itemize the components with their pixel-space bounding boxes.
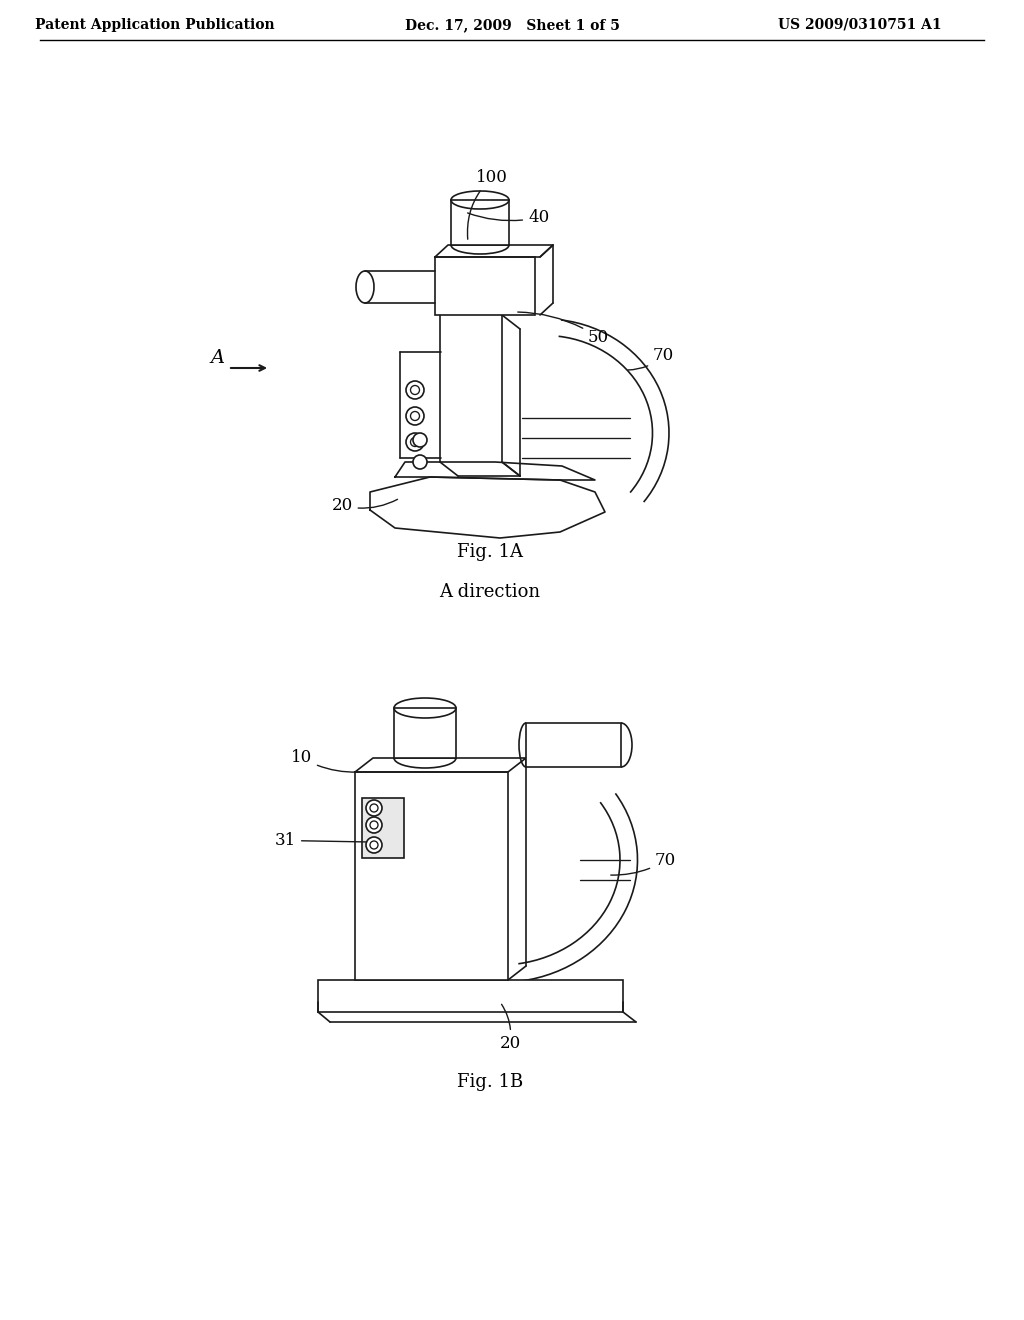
Circle shape bbox=[406, 381, 424, 399]
Text: Fig. 1A: Fig. 1A bbox=[457, 543, 523, 561]
Text: A direction: A direction bbox=[439, 583, 541, 601]
Circle shape bbox=[411, 385, 420, 395]
Text: 20: 20 bbox=[500, 1005, 520, 1052]
Text: US 2009/0310751 A1: US 2009/0310751 A1 bbox=[778, 18, 942, 32]
Circle shape bbox=[411, 412, 420, 421]
Circle shape bbox=[370, 804, 378, 812]
Text: Patent Application Publication: Patent Application Publication bbox=[35, 18, 274, 32]
Text: 100: 100 bbox=[468, 169, 508, 239]
Text: A: A bbox=[211, 348, 225, 367]
Bar bbox=[355, 772, 508, 979]
Circle shape bbox=[366, 800, 382, 816]
Circle shape bbox=[406, 433, 424, 451]
Circle shape bbox=[411, 437, 420, 446]
Text: Fig. 1B: Fig. 1B bbox=[457, 1073, 523, 1092]
Circle shape bbox=[370, 821, 378, 829]
Text: 70: 70 bbox=[610, 851, 676, 875]
Text: 40: 40 bbox=[468, 209, 549, 226]
Circle shape bbox=[413, 455, 427, 469]
Bar bbox=[435, 257, 535, 315]
Text: 50: 50 bbox=[518, 312, 609, 346]
Circle shape bbox=[413, 433, 427, 447]
Circle shape bbox=[366, 837, 382, 853]
Bar bbox=[318, 979, 623, 1012]
Bar bbox=[451, 201, 509, 246]
Circle shape bbox=[370, 841, 378, 849]
Text: 31: 31 bbox=[274, 832, 368, 849]
Circle shape bbox=[406, 407, 424, 425]
Circle shape bbox=[366, 817, 382, 833]
Text: 70: 70 bbox=[628, 347, 674, 370]
Text: 20: 20 bbox=[332, 498, 397, 513]
Bar bbox=[394, 708, 456, 758]
Text: Dec. 17, 2009   Sheet 1 of 5: Dec. 17, 2009 Sheet 1 of 5 bbox=[404, 18, 620, 32]
Bar bbox=[526, 723, 621, 767]
Text: 10: 10 bbox=[291, 748, 357, 772]
Bar bbox=[362, 799, 404, 858]
